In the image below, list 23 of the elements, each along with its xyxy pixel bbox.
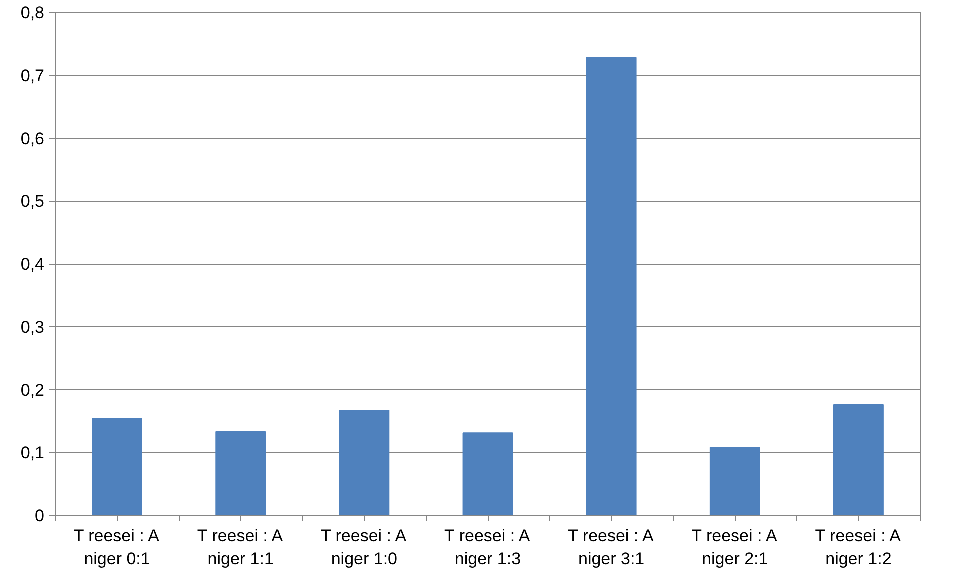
bar [339, 410, 390, 516]
bar [586, 57, 637, 516]
y-tick-label: 0,3 [20, 318, 45, 337]
bar [462, 432, 514, 516]
y-tick-label: 0,7 [20, 66, 45, 86]
y-tick-label: 0,6 [20, 129, 45, 148]
bar [834, 404, 884, 516]
x-tick-label: T reesei : A niger 2:1 [692, 526, 778, 568]
bar [216, 431, 266, 516]
x-tick-label: T reesei : A niger 1:1 [197, 526, 284, 568]
y-tick-label: 0,4 [20, 255, 45, 274]
x-tick-label: T reesei : A niger 1:0 [320, 526, 408, 568]
x-tick-label: T reesei : A niger 1:2 [815, 526, 902, 568]
y-tick-label: 0 [35, 506, 45, 526]
x-tick-label: T reesei : A niger 1:3 [444, 526, 531, 568]
bar [710, 447, 760, 516]
y-tick-label: 0,2 [20, 380, 45, 400]
y-tick-label: 0,1 [20, 444, 45, 463]
y-tick-label: 0,5 [20, 192, 45, 212]
x-tick-label: T reesei : A niger 3:1 [568, 526, 654, 568]
bar [92, 418, 142, 516]
y-tick-label: 0,8 [20, 4, 45, 22]
x-tick-label: T reesei : A niger 0:1 [74, 526, 160, 568]
